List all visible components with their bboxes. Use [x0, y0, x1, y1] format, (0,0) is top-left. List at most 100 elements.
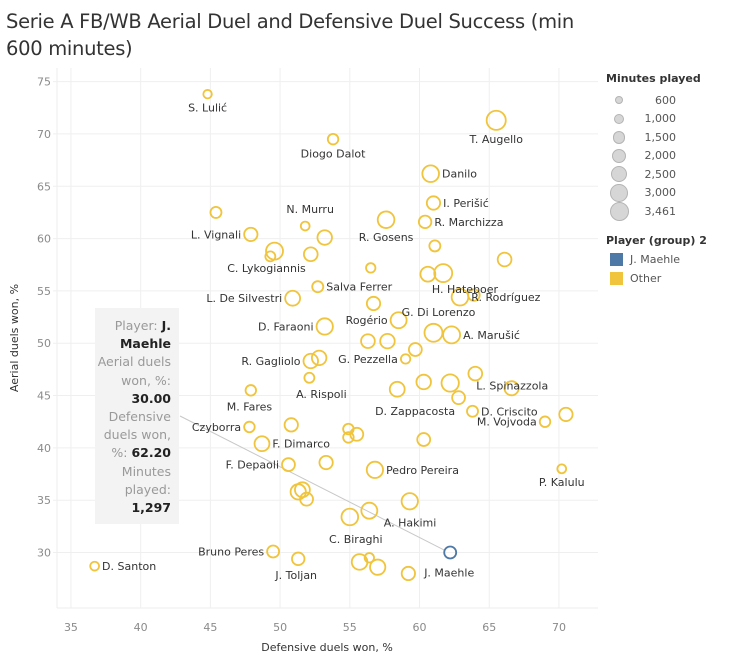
- color-legend-label: Other: [630, 272, 662, 285]
- data-point[interactable]: [485, 109, 507, 131]
- size-legend-circle-icon: [615, 96, 623, 105]
- data-point[interactable]: [399, 353, 412, 365]
- data-point[interactable]: [433, 263, 454, 283]
- data-point[interactable]: [363, 552, 375, 564]
- data-point[interactable]: [360, 501, 379, 520]
- data-point[interactable]: [558, 406, 574, 422]
- data-point[interactable]: [318, 454, 334, 471]
- data-point[interactable]: [310, 349, 328, 367]
- data-point[interactable]: [365, 460, 384, 479]
- data-point[interactable]: [425, 195, 442, 211]
- data-point[interactable]: [244, 384, 257, 397]
- point-labels: S. Lulić Diogo Dalot T. Augello Danilo I. Pe…: [102, 101, 585, 581]
- data-point[interactable]: [365, 295, 382, 312]
- data-point[interactable]: [440, 373, 460, 393]
- color-legend-item[interactable]: Other: [606, 269, 707, 288]
- x-tick-label: 50: [273, 621, 287, 634]
- data-point[interactable]: [283, 417, 299, 433]
- data-point[interactable]: [243, 420, 256, 434]
- color-legend-item[interactable]: J. Maehle: [606, 250, 707, 269]
- data-point[interactable]: [294, 481, 311, 499]
- tooltip-minutes-label: Minutes played:: [121, 463, 171, 497]
- size-legend-label: 3,000: [644, 186, 677, 200]
- size-legend-item[interactable]: 1,000: [606, 110, 701, 129]
- y-tick-label: 75: [37, 76, 51, 89]
- data-point[interactable]: [299, 491, 314, 507]
- data-point[interactable]: [415, 373, 432, 391]
- data-point[interactable]: [369, 558, 387, 576]
- data-point[interactable]: [342, 431, 355, 444]
- data-point[interactable]: [266, 544, 281, 559]
- y-tick-label: 40: [37, 442, 51, 455]
- y-tick-label: 35: [37, 494, 51, 507]
- data-point[interactable]: [423, 322, 444, 343]
- data-point[interactable]: [389, 311, 408, 330]
- data-point[interactable]: [419, 265, 437, 283]
- point-label: Czyborra: [192, 421, 241, 434]
- data-point[interactable]: [466, 404, 479, 418]
- data-point[interactable]: [538, 415, 552, 428]
- x-tick-label: 45: [203, 621, 217, 634]
- point-label: H. Hateboer: [432, 283, 499, 296]
- data-point[interactable]: [407, 342, 423, 357]
- data-point[interactable]: [326, 132, 340, 146]
- size-legend-label: 1,000: [644, 112, 677, 126]
- data-point[interactable]: [284, 289, 301, 307]
- tooltip-aerial-label: Aerial duels won, %:: [97, 354, 171, 388]
- data-point[interactable]: [400, 565, 416, 582]
- data-point[interactable]: [503, 380, 520, 397]
- point-label: G. Pezzella: [338, 353, 398, 366]
- data-point[interactable]: [291, 551, 306, 566]
- y-tick-label: 60: [37, 233, 51, 246]
- data-point[interactable]: [400, 492, 419, 511]
- data-point[interactable]: [467, 365, 484, 382]
- data-point[interactable]: [202, 89, 213, 100]
- data-point[interactable]: [316, 229, 333, 246]
- point-label: J. Toljan: [274, 569, 317, 582]
- size-legend-item[interactable]: 3,461: [606, 201, 701, 221]
- size-legend-item[interactable]: 2,000: [606, 147, 701, 166]
- data-point[interactable]: [416, 432, 432, 447]
- data-point[interactable]: [496, 251, 513, 268]
- data-point[interactable]: [303, 371, 316, 384]
- point-label: M. Fares: [227, 400, 273, 413]
- data-point[interactable]: [417, 214, 433, 229]
- color-swatch-icon: [610, 272, 623, 285]
- data-point[interactable]: [556, 463, 568, 475]
- size-legend-item[interactable]: 2,500: [606, 165, 701, 184]
- data-point[interactable]: [89, 560, 100, 572]
- data-point[interactable]: [340, 507, 360, 527]
- data-point[interactable]: [428, 239, 442, 253]
- data-point[interactable]: [243, 226, 259, 242]
- data-point[interactable]: [264, 250, 277, 263]
- data-point[interactable]: [253, 435, 271, 453]
- data-point[interactable]: [302, 246, 319, 263]
- data-point[interactable]: [467, 288, 481, 302]
- data-point[interactable]: [442, 325, 461, 345]
- data-point[interactable]: [360, 333, 376, 349]
- data-point[interactable]: [376, 210, 396, 229]
- data-point-highlighted[interactable]: [443, 545, 458, 560]
- size-legend-circle-icon: [610, 183, 628, 202]
- data-point[interactable]: [281, 457, 296, 472]
- data-point[interactable]: [421, 164, 440, 183]
- data-point[interactable]: [209, 205, 223, 219]
- y-tick-label: 70: [37, 128, 51, 141]
- data-point[interactable]: [365, 262, 377, 274]
- point-label: P. Kalulu: [539, 476, 585, 489]
- point-label: L. De Silvestri: [206, 292, 282, 305]
- point-label: F. Depaoli: [226, 459, 279, 472]
- size-legend-item[interactable]: 1,500: [606, 128, 701, 147]
- data-point[interactable]: [302, 352, 319, 370]
- data-point[interactable]: [311, 280, 325, 294]
- data-point[interactable]: [299, 220, 311, 232]
- size-legend-item[interactable]: 3,000: [606, 183, 701, 203]
- data-point[interactable]: [349, 426, 365, 442]
- size-legend-item[interactable]: 600: [606, 91, 701, 110]
- data-point[interactable]: [315, 317, 334, 336]
- data-point[interactable]: [451, 390, 466, 406]
- point-label: R. Gosens: [359, 231, 414, 244]
- data-point[interactable]: [379, 332, 396, 350]
- data-point[interactable]: [388, 380, 406, 398]
- point-label: R. Rodríguez: [471, 291, 540, 304]
